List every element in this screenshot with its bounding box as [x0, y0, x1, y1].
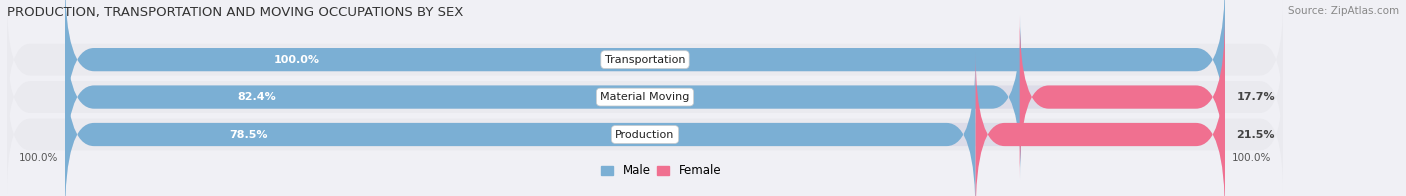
Text: 100.0%: 100.0% — [274, 55, 319, 65]
FancyBboxPatch shape — [65, 15, 1021, 179]
FancyBboxPatch shape — [7, 38, 1282, 156]
FancyBboxPatch shape — [65, 15, 1225, 179]
FancyBboxPatch shape — [7, 75, 1282, 193]
FancyBboxPatch shape — [65, 0, 1225, 142]
FancyBboxPatch shape — [65, 53, 1225, 196]
Text: 78.5%: 78.5% — [229, 130, 267, 140]
Text: PRODUCTION, TRANSPORTATION AND MOVING OCCUPATIONS BY SEX: PRODUCTION, TRANSPORTATION AND MOVING OC… — [7, 6, 464, 19]
Text: 17.7%: 17.7% — [1237, 92, 1275, 102]
Text: 100.0%: 100.0% — [1232, 153, 1271, 163]
Text: 82.4%: 82.4% — [238, 92, 276, 102]
FancyBboxPatch shape — [7, 1, 1282, 119]
Text: 100.0%: 100.0% — [18, 153, 58, 163]
FancyBboxPatch shape — [65, 53, 976, 196]
Legend: Male, Female: Male, Female — [602, 164, 721, 177]
FancyBboxPatch shape — [1019, 15, 1225, 179]
Text: Material Moving: Material Moving — [600, 92, 690, 102]
Text: 21.5%: 21.5% — [1237, 130, 1275, 140]
Text: Production: Production — [616, 130, 675, 140]
FancyBboxPatch shape — [976, 53, 1225, 196]
Text: Source: ZipAtlas.com: Source: ZipAtlas.com — [1288, 6, 1399, 16]
Text: Transportation: Transportation — [605, 55, 685, 65]
FancyBboxPatch shape — [65, 0, 1225, 142]
